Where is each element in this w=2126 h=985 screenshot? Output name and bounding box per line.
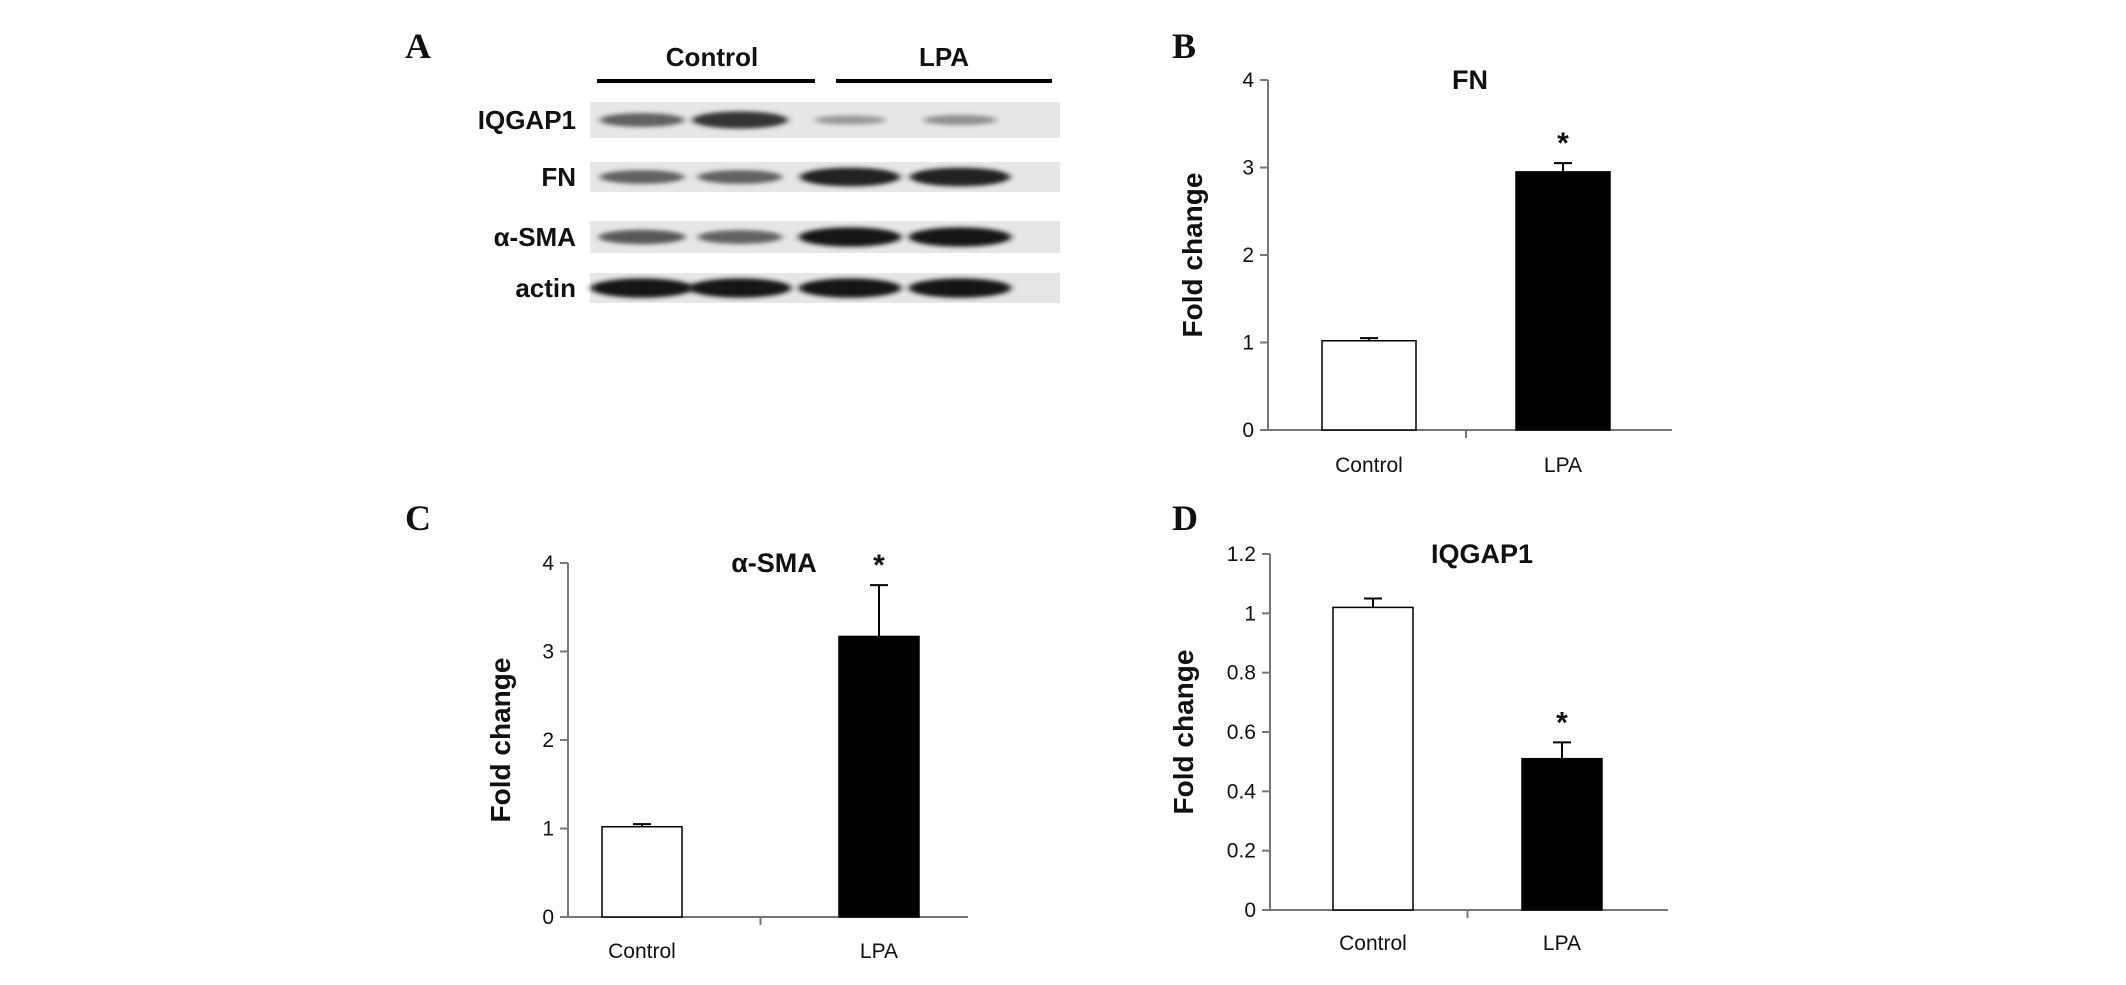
blot-band [692,111,788,129]
panel-d-chart: D 0 0.2 0.4 0.6 0.8 1 1.2 Control * LPA IQGAP1 Fold… [1168,498,1668,955]
significance-marker: * [873,549,885,582]
y-tick-label: 2 [542,729,554,752]
blot-band [799,167,901,187]
y-tick-label: 4 [1242,69,1254,92]
blot-row-label: IQGAP1 [478,105,576,135]
bar-control [1332,606,1414,911]
chart-title: IQGAP1 [1431,539,1533,569]
bar-control [601,825,683,918]
panel-letter-d: D [1172,498,1198,538]
blot-band [798,227,902,247]
y-axis-title: Fold change [485,658,516,823]
x-category-label: LPA [1543,932,1581,955]
panel-letter-a: A [405,26,431,66]
blot-group-label-lpa: LPA [919,42,969,72]
y-tick-label: 1 [1244,602,1256,625]
blot-row-label: FN [541,162,576,192]
chart-title: α-SMA [731,548,817,578]
bar-control [1321,340,1417,431]
blot-band [908,227,1012,247]
x-category-label: Control [608,940,676,963]
y-tick-label: 0 [542,906,554,929]
bar-lpa [1515,171,1611,431]
bar-lpa [838,635,920,918]
y-tick-label: 0.6 [1227,721,1256,744]
x-category-label: Control [1339,932,1407,955]
blot-band [814,115,886,125]
y-tick-label: 0 [1242,419,1254,442]
significance-marker: * [1557,127,1569,160]
blot-band [909,167,1011,187]
x-category-label: LPA [1544,454,1582,477]
panel-b-chart: B 0 1 2 3 4 Control * LPA FN Fold change [1172,26,1672,477]
panel-letter-c: C [405,498,431,538]
y-tick-label: 3 [542,641,554,664]
y-tick-label: 0.8 [1227,662,1256,685]
blot-band [599,113,685,127]
x-category-label: LPA [860,940,898,963]
blot-band [598,229,686,245]
y-tick-label: 1.2 [1227,543,1256,566]
blot-band [923,114,997,126]
blot-row-label: α-SMA [494,222,577,252]
y-tick-label: 0.4 [1227,780,1257,803]
significance-marker: * [1556,706,1568,739]
blot-band [688,278,792,298]
y-tick-label: 4 [542,552,554,575]
y-tick-label: 1 [1242,332,1254,355]
blot-group-headers: Control LPA [597,42,1052,83]
blot-band [908,278,1012,298]
y-tick-label: 1 [542,818,554,841]
blot-band [590,278,694,298]
blot-row-label: actin [515,273,576,303]
y-tick-label: 2 [1242,244,1254,267]
blot-band [599,170,685,184]
y-axis-title: Fold change [1168,650,1199,815]
y-axis-title: Fold change [1177,173,1208,338]
panel-a: A Control LPA IQGAP1 FN α-SMA actin [405,26,1060,303]
blot-band [697,170,783,184]
chart-title: FN [1452,65,1488,95]
panel-letter-b: B [1172,26,1196,66]
y-tick-label: 0 [1244,899,1256,922]
blot-band [798,278,902,298]
panel-c-chart: C 0 1 2 3 4 Control * LPA α-SMA Fold change [405,498,968,963]
blot-group-label-control: Control [666,42,758,72]
y-tick-label: 0.2 [1227,840,1256,863]
y-tick-label: 3 [1242,157,1254,180]
blot-rows: IQGAP1 FN α-SMA actin [478,102,1060,303]
bar-lpa [1521,757,1603,911]
blot-band [697,230,783,244]
x-category-label: Control [1335,454,1403,477]
